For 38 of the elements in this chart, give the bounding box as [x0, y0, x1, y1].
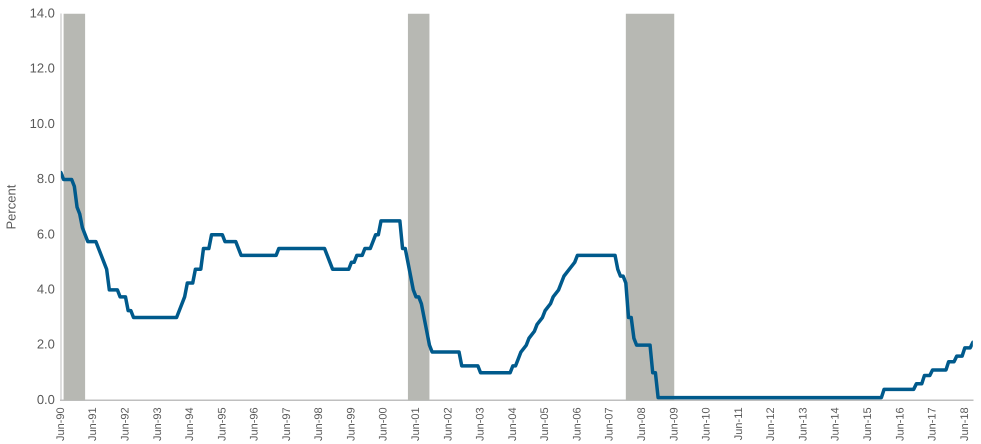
x-tick-label: Jun-92 — [119, 407, 132, 442]
x-tick-label: Jun-04 — [506, 407, 519, 442]
x-tick-label: Jun-91 — [87, 407, 100, 442]
x-tick-label: Jun-08 — [636, 407, 648, 442]
x-tick-label: Jun-18 — [958, 407, 971, 442]
x-tick-label: Jun-15 — [862, 407, 874, 442]
x-tick-label: Jun-00 — [378, 407, 390, 442]
x-tick-label: Jun-94 — [184, 407, 196, 442]
x-tick-label: Jun-14 — [830, 407, 842, 442]
x-tick-label: Jun-98 — [313, 407, 326, 442]
x-tick-label: Jun-06 — [571, 407, 584, 442]
x-tick-label: Jun-17 — [926, 407, 939, 442]
x-tick-label: Jun-12 — [765, 407, 778, 442]
x-tick-label: Jun-02 — [442, 407, 454, 442]
x-tick-label: Jun-05 — [539, 407, 552, 442]
y-tick-label: 6.0 — [36, 226, 55, 242]
y-tick-label: 12.0 — [30, 60, 55, 76]
y-axis-title: Percent — [3, 184, 18, 230]
x-tick-label: Jun-07 — [604, 407, 616, 442]
x-tick-label: Jun-93 — [152, 407, 164, 442]
x-tick-label: Jun-99 — [345, 407, 358, 442]
y-tick-label: 2.0 — [36, 336, 55, 352]
x-tick-label: Jun-13 — [797, 407, 810, 442]
x-tick-label: Jun-95 — [216, 407, 228, 442]
y-tick-label: 14.0 — [30, 5, 55, 20]
x-tick-label: Jun-03 — [474, 407, 487, 442]
y-tick-label: 8.0 — [36, 171, 55, 186]
x-tick-label: Jun-97 — [280, 407, 293, 442]
x-tick-label: Jun-10 — [700, 407, 713, 442]
y-tick-label: 10.0 — [30, 116, 55, 131]
x-tick-label: Jun-16 — [894, 407, 906, 442]
x-tick-label: Jun-09 — [668, 407, 680, 442]
x-tick-label: Jun-11 — [732, 407, 745, 440]
y-tick-label: 4.0 — [36, 281, 55, 296]
x-tick-label: Jun-01 — [410, 407, 422, 442]
x-tick-label: Jun-96 — [248, 407, 261, 442]
y-tick-label: 0.0 — [36, 392, 55, 407]
x-tick-label: Jun-90 — [54, 407, 67, 442]
